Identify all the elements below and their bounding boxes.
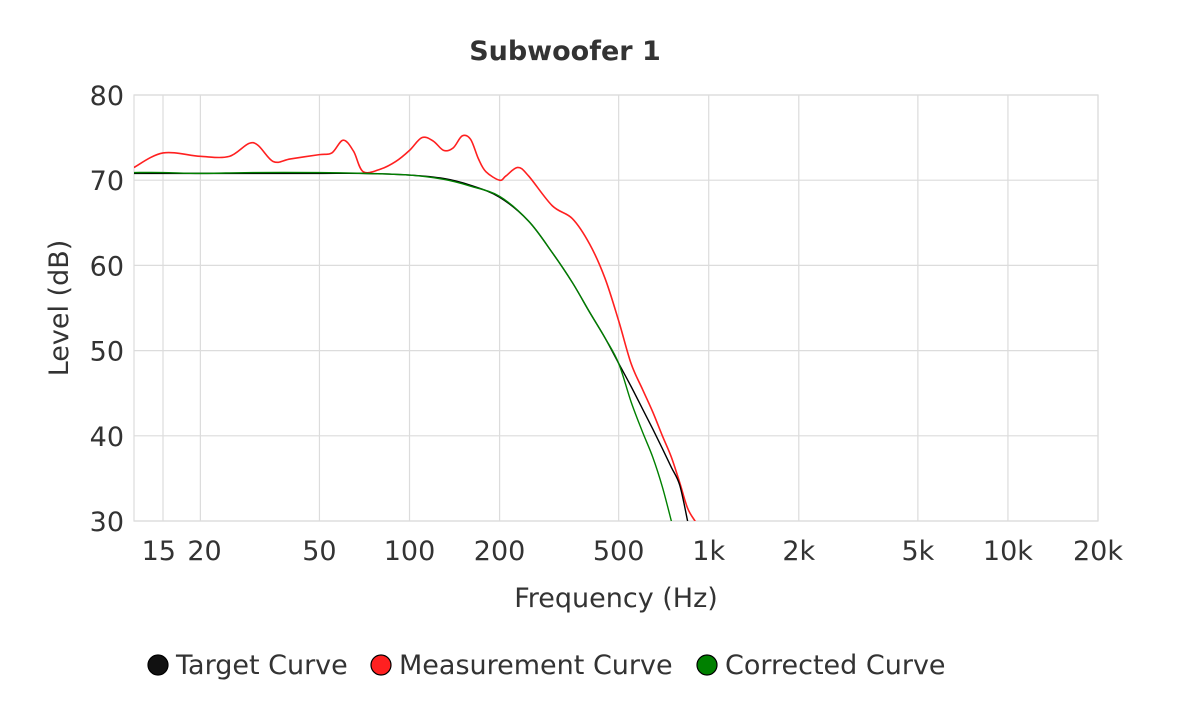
x-tick-label: 5k <box>901 536 934 567</box>
y-tick-label: 80 <box>90 81 124 112</box>
chart-title: Subwoofer 1 <box>469 36 661 67</box>
legend-swatch-corrected <box>696 654 718 676</box>
x-tick-label: 50 <box>302 536 336 567</box>
x-tick-labels: 15 20 50 100 200 500 1k 2k 5k 10k 20k <box>142 536 1124 567</box>
series-corrected-curve <box>134 171 673 521</box>
legend-swatch-target <box>147 654 169 676</box>
legend-label-target: Target Curve <box>175 650 348 681</box>
legend-label-corrected: Corrected Curve <box>725 650 946 681</box>
x-tick-label: 10k <box>983 536 1033 567</box>
y-tick-label: 70 <box>90 166 124 197</box>
y-tick-label: 50 <box>90 337 124 368</box>
x-tick-label: 100 <box>384 536 436 567</box>
y-axis-label: Level (dB) <box>44 240 75 377</box>
series-measurement-curve <box>134 134 696 521</box>
x-tick-label: 500 <box>593 536 645 567</box>
x-axis-label: Frequency (Hz) <box>514 583 718 614</box>
y-tick-label: 40 <box>90 422 124 453</box>
x-tick-label: 2k <box>782 536 815 567</box>
x-tick-label: 15 <box>142 536 176 567</box>
plot-frame <box>133 94 1099 522</box>
y-tick-label: 30 <box>90 507 124 538</box>
x-tick-label: 200 <box>474 536 526 567</box>
legend-item-target[interactable]: Target Curve <box>147 650 348 681</box>
series-target-curve <box>134 172 689 521</box>
legend-item-corrected[interactable]: Corrected Curve <box>696 650 946 681</box>
x-tick-label: 1k <box>692 536 725 567</box>
y-tick-labels: 30 40 50 60 70 80 <box>90 81 124 538</box>
legend-item-measurement[interactable]: Measurement Curve <box>370 650 673 681</box>
x-tick-label: 20k <box>1073 536 1123 567</box>
grid-layer <box>134 94 1099 522</box>
series-layer <box>134 134 696 521</box>
legend-label-measurement: Measurement Curve <box>399 650 673 681</box>
legend: Target Curve Measurement Curve Corrected… <box>147 650 946 681</box>
y-tick-label: 60 <box>90 251 124 282</box>
legend-swatch-measurement <box>370 654 392 676</box>
x-tick-label: 20 <box>187 536 221 567</box>
